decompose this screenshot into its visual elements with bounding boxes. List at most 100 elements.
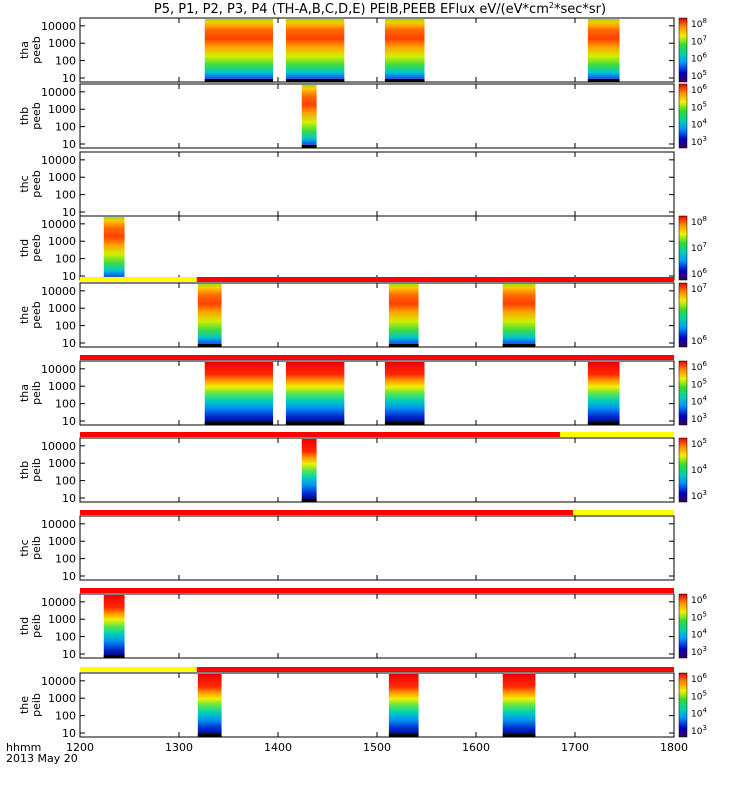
y-axis-label: thapeeb [18,36,43,64]
status-band-segment [80,355,674,360]
colorbar-exponent: 6 [702,267,707,275]
colorbar-base: 10 [691,415,703,425]
burst-baseline [384,422,425,425]
probe-name: thb [18,107,31,125]
colorbar-tick-label: 107 [691,34,707,47]
colorbar-exponent: 5 [702,69,706,77]
y-tick-label: 1000 [48,457,76,470]
y-tick-label: 10 [62,337,76,350]
y-tick-label: 10 [62,727,76,740]
colorbar-exponent: 7 [702,34,706,42]
colorbar-tick-label: 105 [691,69,707,82]
colorbar-exponent: 3 [702,724,706,732]
colorbar-base: 10 [691,72,703,82]
colorbar-base: 10 [691,466,703,476]
spectrogram-burst [103,595,125,657]
colorbar-tick-label: 108 [691,17,707,30]
spectrogram-burst [384,19,425,81]
colorbar-exponent: 3 [702,645,706,653]
status-band-segment [80,510,574,515]
colorbar [678,17,688,83]
y-tick-label: 100 [55,320,76,333]
spectrogram-burst [502,674,536,736]
colorbar-base: 10 [691,20,703,30]
panel-thc-peeb: 10 100 1000 10000 thcpeeb [18,151,675,219]
burst-baseline [301,499,317,502]
product-name: peeb [30,301,43,329]
burst-baseline [204,422,274,425]
burst-baseline [502,734,536,737]
burst-baseline [285,79,345,82]
y-tick-label: 100 [55,631,76,644]
y-tick-label: 10000 [41,218,76,231]
probe-name: the [18,306,31,324]
x-tick-label: 1500 [363,741,391,754]
burst-baseline [388,344,419,347]
colorbar-base: 10 [691,37,703,47]
product-name: peib [30,536,43,560]
colorbar [678,437,688,503]
title-text: P5, P1, P2, P3, P4 (TH-A,B,C,D,E) PEIB,P… [154,2,549,17]
colorbar-tick-label: 103 [691,135,707,148]
panels: 10100100010000thapeeb1051061071081010010… [18,17,707,740]
colorbar-base: 10 [691,218,703,228]
y-axis-label: thbpeeb [18,102,43,130]
status-band-segment [80,667,197,672]
colorbar-exponent: 6 [702,360,707,368]
y-tick-label: 10 [62,648,76,661]
probe-name: thc [18,539,31,556]
burst-baseline [197,344,222,347]
colorbar-exponent: 4 [702,395,707,403]
y-axis-label: thepeib [18,693,43,717]
colorbar-base: 10 [691,727,703,737]
colorbar-tick-label: 104 [691,395,707,408]
product-name: peib [30,614,43,638]
burst-baseline [285,422,345,425]
svg-text:P5, P1, P2, P3, P4 (TH-A,B,C,D: P5, P1, P2, P3, P4 (TH-A,B,C,D,E) PEIB,P… [154,1,606,17]
y-axis-label: thdpeeb [18,234,43,262]
y-axis-label: thapeib [18,381,43,405]
burst-baseline [388,734,419,737]
colorbar-tick-label: 104 [691,463,707,476]
probe-name: thc [18,175,31,192]
spectrogram-burst [388,674,419,736]
colorbar-base: 10 [691,103,703,113]
colorbar-exponent: 6 [702,52,707,60]
y-tick-label: 1000 [48,103,76,116]
burst-baseline [103,655,125,658]
colorbar-base: 10 [691,380,703,390]
colorbar-exponent: 6 [702,83,707,91]
y-tick-label: 10 [62,138,76,151]
panel-frame [79,593,675,659]
panel-frame [79,672,675,738]
spectrogram-burst [587,19,620,81]
colorbar-exponent: 8 [702,215,706,223]
colorbar-tick-label: 103 [691,724,707,737]
product-name: peeb [30,234,43,262]
x-tick-label: 1300 [165,741,193,754]
spectrogram-burst [285,19,345,81]
colorbar [678,215,688,281]
product-name: peib [30,381,43,405]
spectrogram-burst [502,284,536,346]
colorbar-exponent: 4 [702,118,707,126]
panel-thc-peib: 10 100 1000 10000 thcpeib [18,510,675,583]
colorbar-base: 10 [691,710,703,720]
x-tick-label: 1200 [66,741,94,754]
colorbar-tick-label: 106 [691,52,707,65]
colorbar-exponent: 5 [702,100,706,108]
y-axis-label: thcpeib [18,536,43,560]
y-tick-label: 100 [55,710,76,723]
burst-baseline [204,79,274,82]
colorbar-base: 10 [691,270,703,280]
y-tick-label: 10 [62,72,76,85]
y-axis-label: thepeeb [18,301,43,329]
y-tick-label: 10000 [41,363,76,376]
product-name: peeb [30,36,43,64]
colorbar-exponent: 3 [702,489,706,497]
colorbar-base: 10 [691,55,703,65]
probe-name: thd [18,617,31,635]
